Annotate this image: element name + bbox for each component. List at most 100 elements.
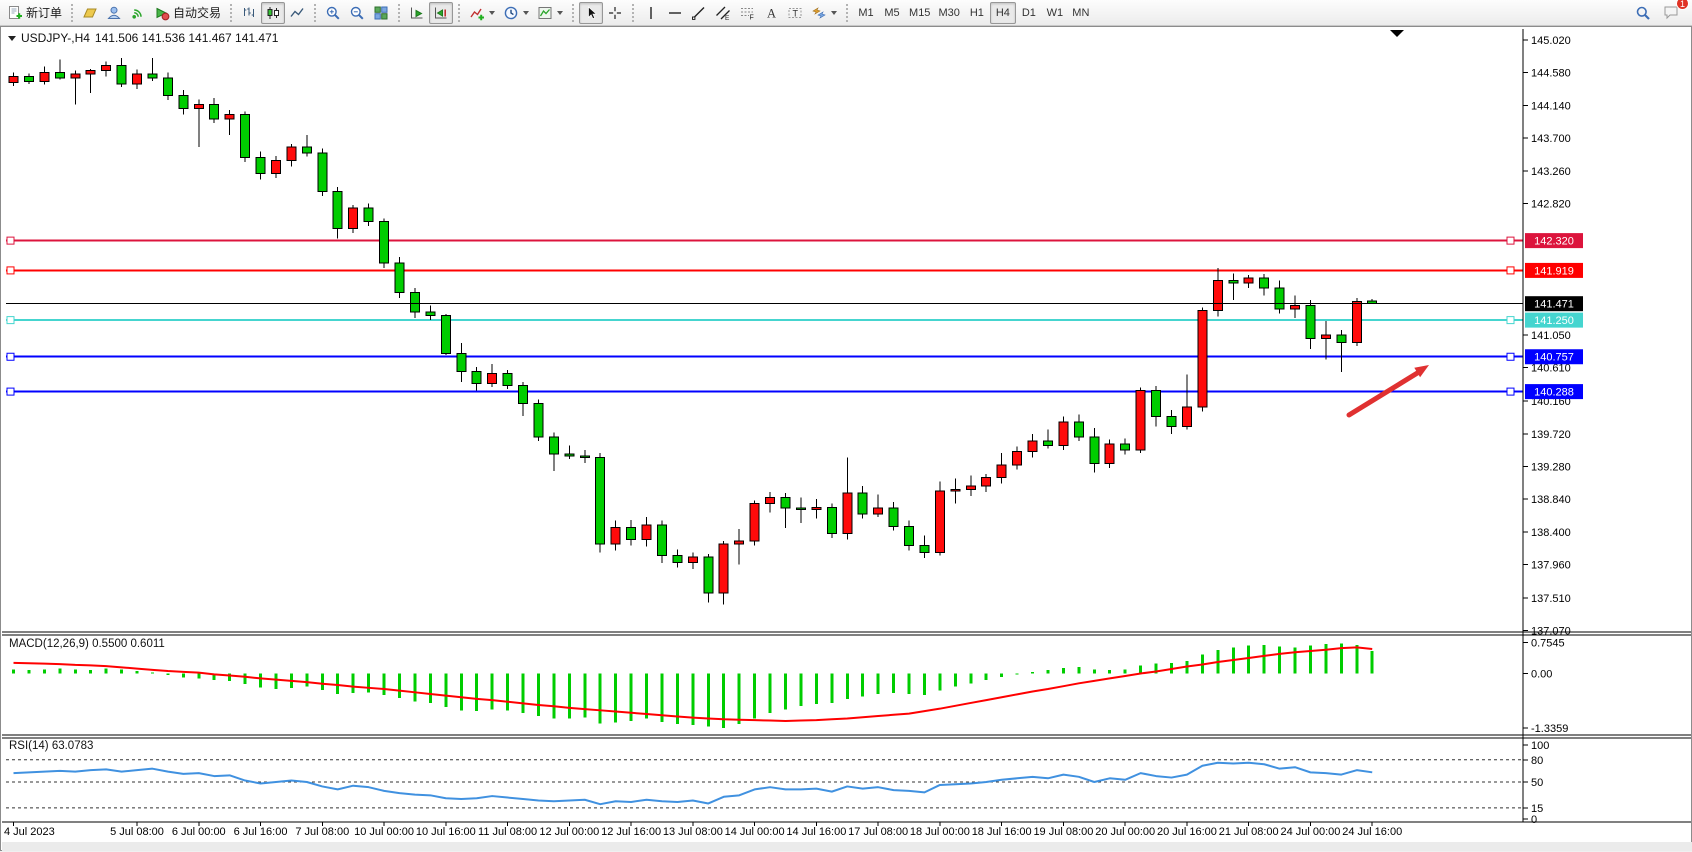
tf-h4-button[interactable]: H4: [989, 1, 1016, 24]
indicators-icon: [470, 8, 485, 20]
tile-windows-button[interactable]: [369, 2, 393, 24]
horizontal-level-lines[interactable]: [6, 236, 1523, 396]
tf-m5-label: M5: [884, 6, 900, 19]
svg-text:A: A: [767, 6, 776, 20]
tf-h1-button[interactable]: H1: [964, 2, 990, 24]
vertical-line-button[interactable]: [639, 2, 663, 24]
chevron-down-icon: [489, 10, 496, 15]
toolbar-grip: [229, 3, 234, 22]
svg-text:139.720: 139.720: [1531, 429, 1571, 441]
svg-text:18 Jul 00:00: 18 Jul 00:00: [910, 826, 970, 838]
ohlc-values: 141.506 141.536 141.467 141.471: [94, 31, 279, 45]
label-button[interactable]: T: [783, 2, 807, 24]
main-chart[interactable]: 145.020 144.580 144.140 143.700 143.260 142.8…: [1, 27, 1692, 852]
price-badges: 142.320 141.919 141.250 140.757 140.288 141.4…: [1525, 233, 1583, 400]
tf-m1-button[interactable]: M1: [853, 2, 879, 24]
svg-text:20 Jul 16:00: 20 Jul 16:00: [1157, 826, 1217, 838]
templates-icon: [538, 6, 552, 19]
crosshair-icon: [609, 6, 622, 19]
tf-d1-button[interactable]: D1: [1016, 2, 1042, 24]
auto-scroll-button[interactable]: [405, 2, 429, 24]
horizontal-line-icon: [669, 11, 682, 14]
trendline-button[interactable]: [687, 2, 711, 24]
tf-d1-label: D1: [1021, 6, 1036, 19]
signal-button[interactable]: [126, 2, 150, 24]
svg-text:140.610: 140.610: [1531, 363, 1571, 375]
svg-text:140.288: 140.288: [1534, 387, 1574, 399]
tf-w1-button[interactable]: W1: [1042, 2, 1068, 24]
svg-text:20 Jul 00:00: 20 Jul 00:00: [1095, 826, 1155, 838]
symbol-label: USDJPY-,H4: [21, 31, 90, 45]
cursor-button[interactable]: [579, 1, 604, 24]
hline-handle: [6, 387, 15, 396]
svg-text:18 Jul 16:00: 18 Jul 16:00: [972, 826, 1032, 838]
periods-icon: [504, 6, 518, 19]
svg-text:138.400: 138.400: [1531, 527, 1571, 539]
svg-text:12 Jul 16:00: 12 Jul 16:00: [601, 826, 661, 838]
chart-menu-icon[interactable]: [8, 35, 16, 41]
svg-text:80: 80: [1531, 755, 1543, 767]
chart-candles-button[interactable]: [261, 1, 286, 24]
svg-text:14 Jul 00:00: 14 Jul 00:00: [725, 826, 785, 838]
tf-mn-button[interactable]: MN: [1068, 2, 1094, 24]
svg-text:0: 0: [1531, 814, 1537, 826]
chart-shift-button[interactable]: [429, 1, 454, 24]
svg-text:24 Jul 16:00: 24 Jul 16:00: [1342, 826, 1402, 838]
tf-m15-button[interactable]: M15: [905, 2, 934, 24]
hline-handle: [1506, 316, 1515, 325]
new-order-label: 新订单: [26, 6, 63, 20]
chart-shift-marker[interactable]: [1390, 30, 1404, 37]
chart-line-button[interactable]: [285, 2, 309, 24]
horizontal-line-button[interactable]: [663, 2, 687, 24]
search-button[interactable]: [1631, 2, 1655, 24]
indicators-button[interactable]: [465, 2, 499, 24]
templates-button[interactable]: [533, 2, 567, 24]
svg-text:50: 50: [1531, 777, 1543, 789]
new-order-button[interactable]: 新订单: [3, 2, 66, 24]
svg-text:138.840: 138.840: [1531, 494, 1571, 506]
svg-text:E: E: [725, 15, 730, 21]
zoom-in-button[interactable]: [321, 2, 345, 24]
svg-text:142.820: 142.820: [1531, 198, 1571, 210]
data-window-button[interactable]: [78, 2, 102, 24]
candlestick-series: [8, 57, 1378, 605]
cursor-icon: [588, 5, 598, 19]
auto-trading-button[interactable]: 自动交易: [150, 2, 225, 24]
chart-title: USDJPY-,H4 141.506 141.536 141.467 141.4…: [8, 31, 278, 45]
svg-text:7 Jul 08:00: 7 Jul 08:00: [295, 826, 349, 838]
svg-text:140.757: 140.757: [1534, 352, 1574, 364]
svg-text:15: 15: [1531, 803, 1543, 815]
chart-bars-button[interactable]: [237, 2, 261, 24]
svg-text:5 Jul 08:00: 5 Jul 08:00: [110, 826, 164, 838]
crosshair-button[interactable]: [603, 2, 627, 24]
svg-text:144.140: 144.140: [1531, 100, 1571, 112]
hline-handle: [6, 236, 15, 245]
toolbar-grip: [70, 3, 75, 22]
hline-handle: [6, 352, 15, 361]
tf-m30-button[interactable]: M30: [934, 2, 963, 24]
channel-icon: E: [716, 6, 730, 21]
svg-text:4 Jul 2023: 4 Jul 2023: [4, 826, 55, 838]
svg-text:143.260: 143.260: [1531, 166, 1571, 178]
svg-text:6 Jul 00:00: 6 Jul 00:00: [172, 826, 226, 838]
svg-text:11 Jul 08:00: 11 Jul 08:00: [478, 826, 537, 838]
notification-badge: 1: [1676, 0, 1689, 10]
tf-h1-label: H1: [969, 6, 984, 19]
toolbar-grip: [571, 3, 576, 22]
tf-h4-label: H4: [995, 6, 1010, 19]
periods-button[interactable]: [499, 2, 533, 24]
tf-m15-label: M15: [909, 6, 931, 19]
chart-window[interactable]: 145.020 144.580 144.140 143.700 143.260 142.8…: [0, 26, 1692, 851]
channel-button[interactable]: E: [711, 2, 735, 24]
vertical-line-icon: [650, 6, 652, 19]
toolbar-grip: [397, 3, 402, 22]
chart-shift-icon: [435, 7, 447, 18]
svg-text:17 Jul 08:00: 17 Jul 08:00: [848, 826, 908, 838]
fibonacci-button[interactable]: F: [735, 2, 759, 24]
shapes-button[interactable]: [807, 2, 841, 24]
text-button[interactable]: A: [759, 2, 783, 24]
arrow-annotation[interactable]: [1346, 365, 1429, 418]
tf-m5-button[interactable]: M5: [879, 2, 905, 24]
navigator-button[interactable]: [102, 2, 126, 24]
zoom-out-button[interactable]: [345, 2, 369, 24]
